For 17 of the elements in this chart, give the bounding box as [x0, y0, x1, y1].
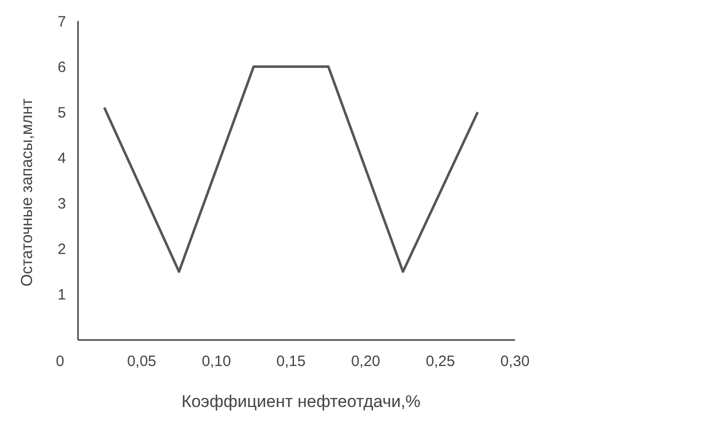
y-tick-label: 5: [58, 104, 66, 122]
y-tick-label: 6: [58, 58, 66, 76]
y-tick-label: 7: [58, 13, 66, 30]
y-tick-label: 3: [58, 196, 66, 213]
x-axis-title: Коэффициент нефтеотдачи,%: [181, 392, 421, 411]
x-tick-label: 0,30: [500, 353, 530, 370]
x-tick-label: 0,20: [351, 353, 380, 370]
x-tick-label: 0,10: [202, 353, 231, 370]
x-tick-label: 0,15: [276, 353, 306, 370]
y-tick-label: 2: [58, 241, 66, 258]
y-tick-label: 4: [58, 150, 66, 167]
x-tick-label: 0,25: [426, 353, 455, 370]
line-series: [103, 65, 479, 273]
x-tick-label: 0: [56, 353, 64, 370]
y-axis-title: Остаточные запасы,млнт: [19, 98, 36, 287]
y-tick-label: 1: [58, 286, 66, 304]
x-tick-label: 0,05: [127, 353, 156, 370]
